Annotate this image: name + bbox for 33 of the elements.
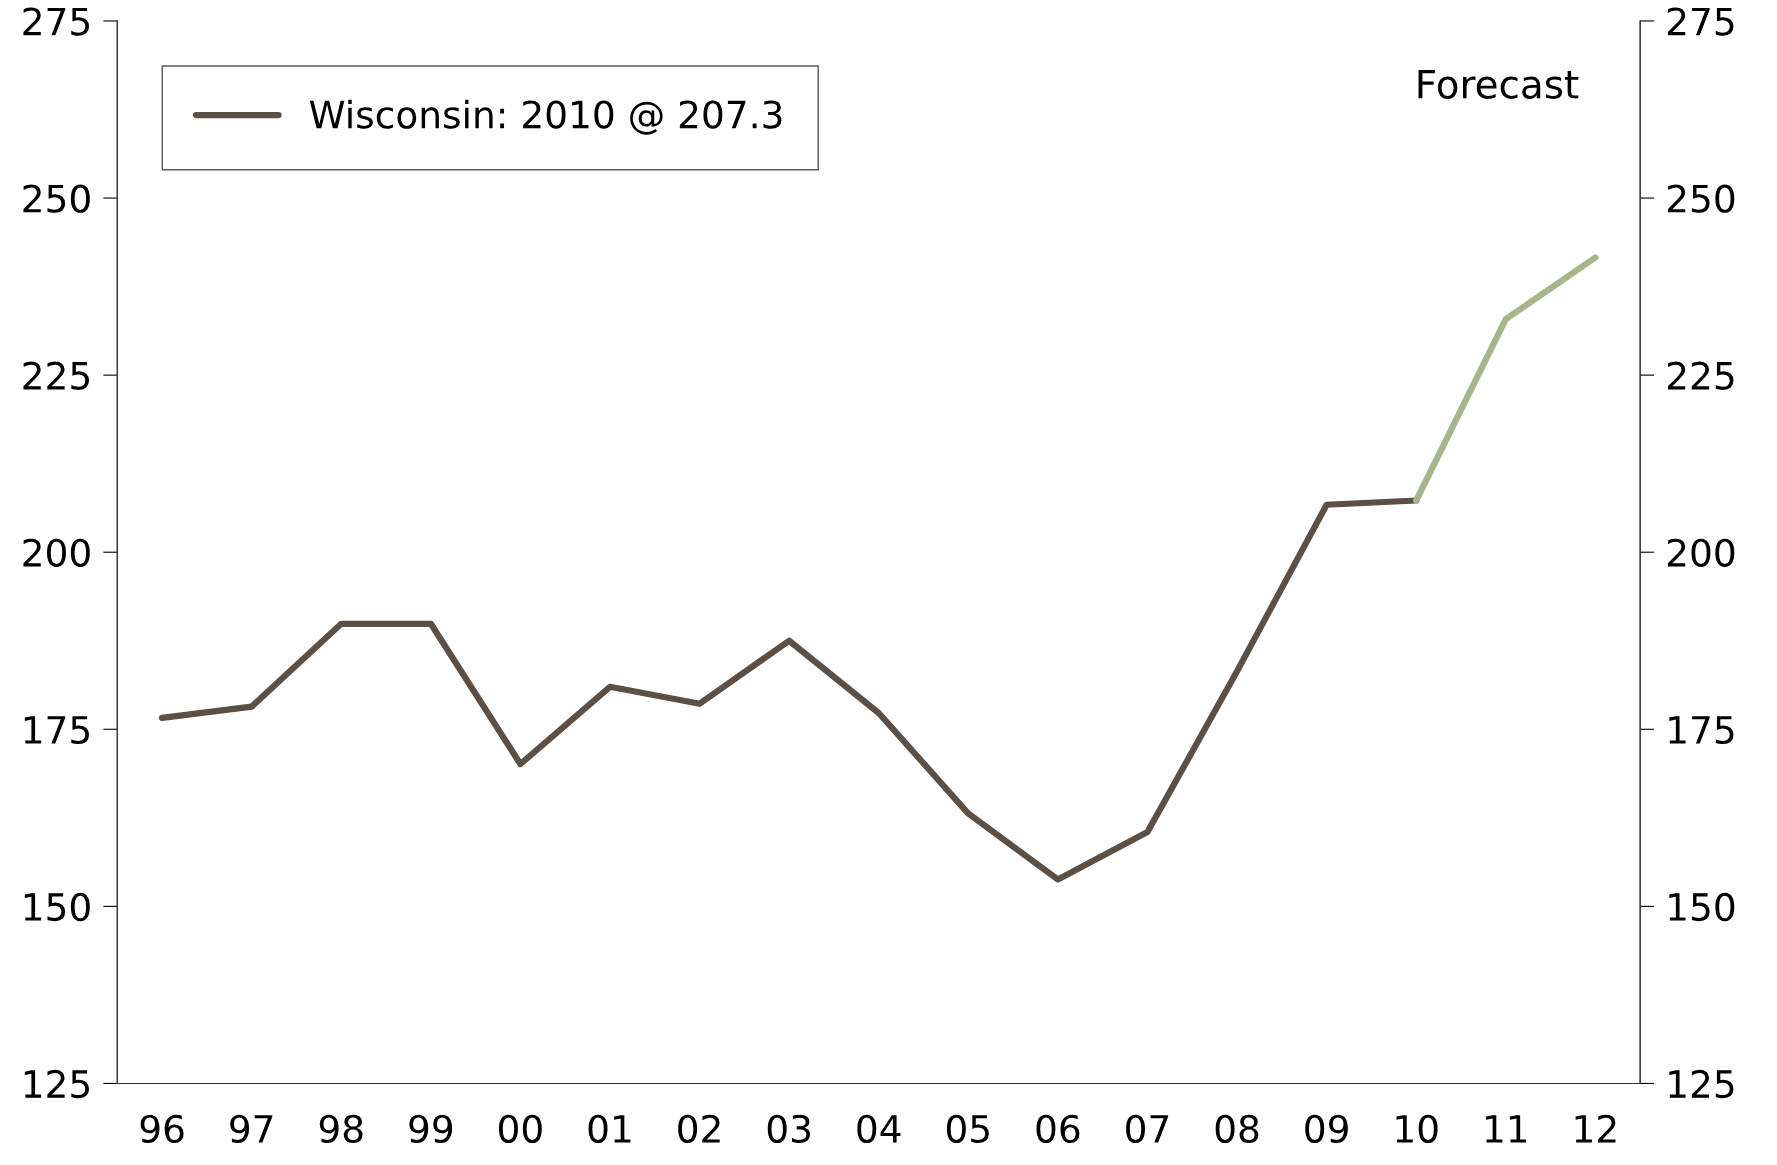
y2-tick-label: 200 [1667, 538, 1735, 567]
x-tick-label: 12 [1575, 1114, 1616, 1143]
annotation: Forecast [1418, 69, 1579, 99]
y2-tick-label: 175 [1669, 716, 1734, 745]
x-tick-label: 96 [140, 1114, 184, 1144]
y2-tick-label: 275 [1667, 7, 1734, 36]
y2-tick-label: 225 [1667, 361, 1734, 390]
legend-label: Wisconsin: 2010 @ 207.3 [309, 99, 782, 135]
y-tick-label: 225 [23, 361, 90, 390]
y-tick-label: 175 [24, 716, 90, 745]
y-tick-label: 250 [23, 184, 90, 213]
x-tick-label: 05 [946, 1114, 989, 1144]
y-tick-label: 200 [23, 538, 90, 567]
x-tick-label: 11 [1486, 1115, 1527, 1143]
x-tick-label: 00 [499, 1114, 542, 1144]
y-tick-label: 125 [24, 1069, 90, 1099]
x-tick-label: 01 [588, 1114, 631, 1144]
y2-tick-label: 125 [1669, 1069, 1734, 1099]
x-tick-label: 06 [1036, 1114, 1080, 1144]
y2-tick-label: 250 [1667, 184, 1735, 213]
x-tick-label: 03 [767, 1114, 810, 1144]
y-tick-label: 275 [23, 7, 90, 36]
x-tick-label: 10 [1396, 1114, 1438, 1144]
x-tick-label: 99 [409, 1114, 453, 1144]
x-tick-label: 98 [319, 1114, 363, 1144]
x-tick-label: 09 [1305, 1114, 1348, 1144]
x-tick-label: 97 [230, 1114, 273, 1144]
x-tick-label: 02 [678, 1114, 720, 1144]
x-tick-label: 08 [1215, 1114, 1259, 1144]
y-tick-label: 150 [24, 892, 90, 922]
x-tick-label: 07 [1126, 1114, 1169, 1144]
y2-tick-label: 150 [1669, 892, 1735, 922]
x-tick-label: 04 [857, 1114, 901, 1144]
